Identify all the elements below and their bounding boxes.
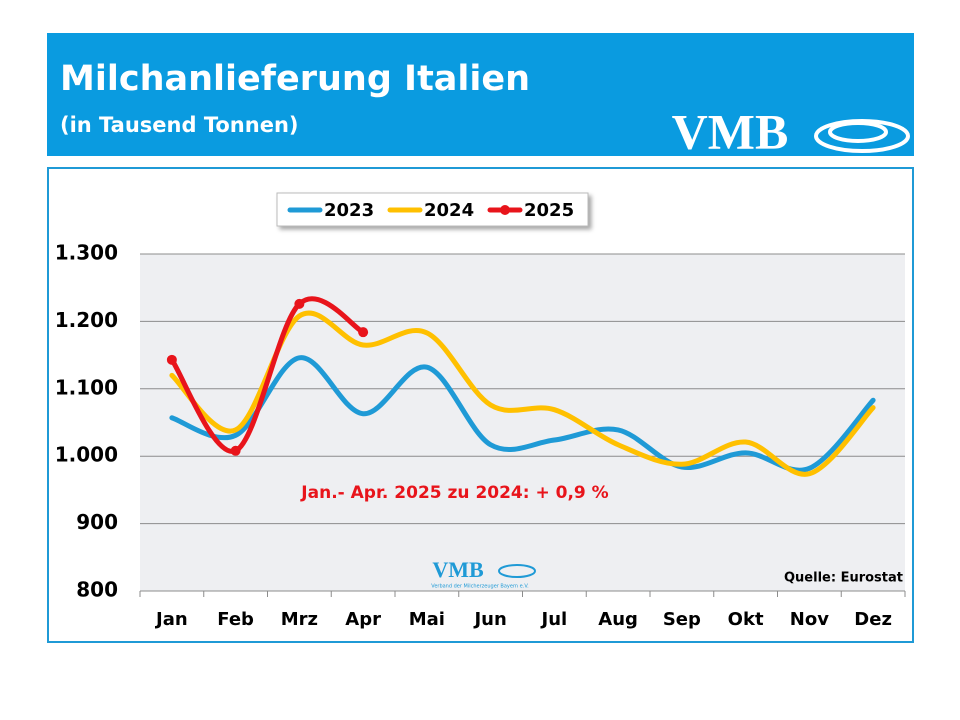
x-tick-label: Feb — [217, 609, 254, 630]
small-logo-swoosh — [498, 564, 536, 578]
small-logo-subtitle: Verband der Milcherzeuger Bayern e.V. — [431, 584, 529, 590]
x-tick-label: Jul — [540, 609, 568, 630]
point — [166, 354, 177, 365]
legend-label: 2025 — [524, 200, 574, 221]
logo-swoosh — [814, 119, 910, 153]
legend-marker — [500, 205, 510, 215]
series-line — [169, 296, 366, 454]
annotation: Jan.- Apr. 2025 zu 2024: + 0,9 % — [300, 483, 608, 503]
x-tick-label: Mai — [409, 609, 445, 630]
legend-label: 2023 — [324, 200, 374, 221]
x-tick-label: Sep — [663, 609, 701, 630]
header-bar — [47, 33, 914, 156]
subtitle: (in Tausend Tonnen) — [60, 113, 299, 137]
small-logo: VMB — [432, 557, 484, 582]
x-tick-label: Apr — [345, 609, 381, 630]
source: Quelle: Eurostat — [784, 571, 903, 586]
legend-label: 2024 — [424, 200, 474, 221]
title: Milchanlieferung Italien — [60, 59, 530, 99]
point — [230, 445, 241, 456]
y-tick-label: 1.300 — [55, 241, 118, 265]
y-tick-label: 1.200 — [55, 308, 118, 332]
x-tick-label: Dez — [854, 609, 892, 630]
point — [358, 327, 369, 338]
y-tick-label: 1.000 — [55, 443, 118, 467]
x-tick-label: Aug — [598, 609, 638, 630]
series-line — [169, 355, 876, 473]
logo: VMB — [672, 103, 789, 159]
x-tick-label: Jan — [154, 609, 188, 630]
legend — [276, 192, 589, 227]
point — [294, 298, 305, 309]
y-tick-label: 1.100 — [55, 375, 118, 399]
x-tick-label: Mrz — [281, 609, 318, 630]
plot-area — [140, 254, 905, 591]
y-tick-label: 800 — [76, 578, 118, 602]
x-tick-label: Okt — [728, 609, 764, 630]
x-tick-label: Jun — [472, 609, 506, 630]
y-tick-label: 900 — [76, 510, 118, 534]
x-tick-label: Nov — [790, 609, 829, 630]
